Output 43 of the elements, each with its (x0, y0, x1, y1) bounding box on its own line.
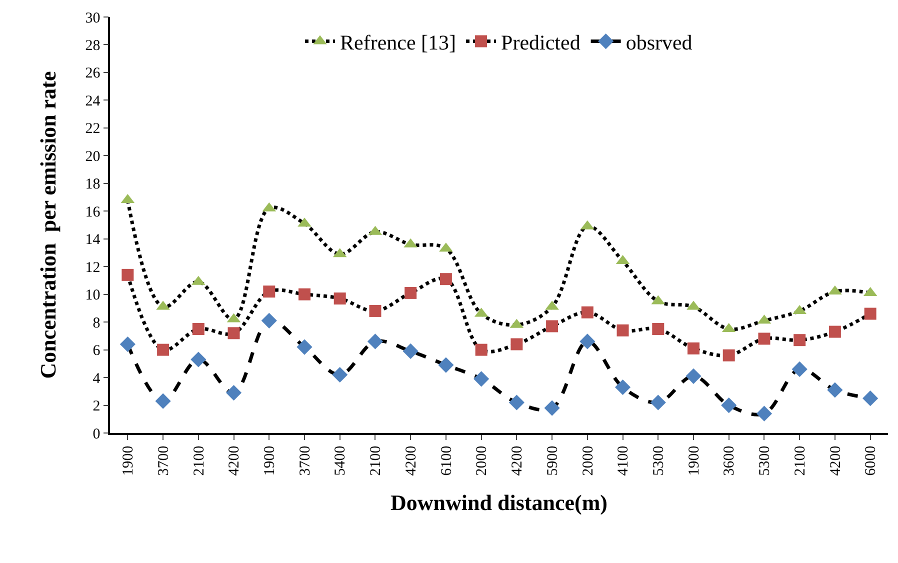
y-tick-label: 0 (92, 426, 100, 442)
x-tick-label: 2100 (792, 446, 808, 476)
y-tick-label: 20 (85, 148, 100, 165)
x-tick-label: 2000 (580, 446, 596, 476)
x-tick-label: 4200 (828, 446, 844, 476)
x-tick-label: 5300 (651, 446, 668, 476)
x-tick-label: 2100 (368, 446, 384, 476)
x-tick-label: 5900 (544, 446, 561, 476)
x-axis-title: Downwind distance(m) (390, 490, 608, 516)
x-tick-label: 1900 (262, 446, 278, 476)
x-tick-label: 3700 (156, 446, 172, 476)
x-tick-label: 1900 (120, 446, 137, 476)
y-tick-label: 26 (85, 66, 101, 82)
y-tick-label: 18 (85, 176, 100, 193)
x-tick-label: 6000 (863, 446, 880, 476)
y-tick-label: 28 (85, 38, 100, 54)
x-tick-label: 4200 (403, 446, 420, 476)
y-tick-label: 16 (85, 204, 101, 220)
x-tick-label: 4200 (510, 446, 526, 476)
legend-label: obsrved (626, 30, 693, 54)
y-tick-label: 6 (92, 343, 101, 360)
x-tick-label: 1900 (686, 446, 702, 476)
x-tick-label: 6100 (438, 446, 455, 476)
x-tick-label: 4100 (616, 446, 632, 476)
x-tick-label: 5300 (757, 446, 774, 476)
y-tick-label: 12 (85, 260, 100, 276)
y-tick-label: 14 (85, 232, 101, 248)
x-tick-label: 3700 (297, 446, 314, 476)
y-axis-title: Concentration per emission rate (36, 70, 60, 379)
x-tick-label: 5400 (332, 446, 349, 476)
x-tick-label: 3600 (722, 446, 738, 476)
y-tick-label: 30 (85, 10, 100, 26)
y-tick-label: 24 (85, 93, 101, 110)
y-tick-label: 2 (92, 398, 100, 415)
y-tick-label: 8 (92, 315, 100, 332)
legend-label: Predicted (501, 30, 581, 54)
x-tick-label: 2000 (474, 446, 490, 476)
legend-label: Refrence [13] (340, 30, 456, 54)
x-tick-label: 4200 (226, 446, 243, 476)
y-tick-label: 4 (92, 370, 101, 387)
y-tick-label: 22 (85, 121, 100, 138)
y-tick-label: 10 (85, 288, 100, 304)
x-tick-label: 2100 (191, 446, 208, 476)
